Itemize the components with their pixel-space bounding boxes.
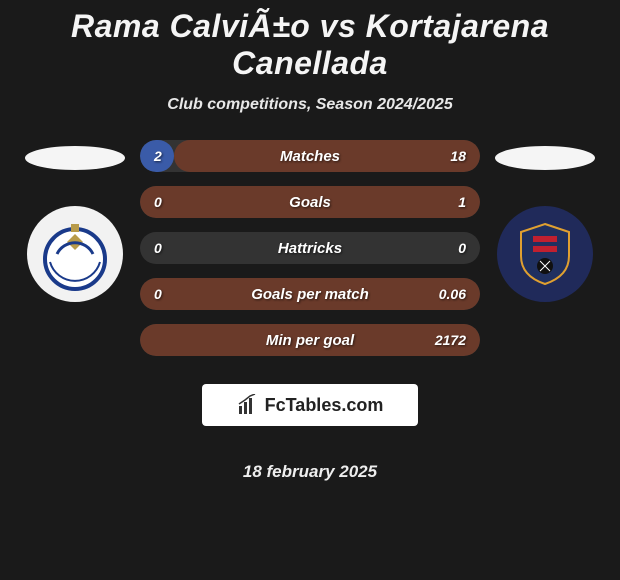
stat-value-left: 2 <box>154 148 162 164</box>
right-club-crest <box>497 206 593 302</box>
stats-column: 2 Matches 18 0 Goals 1 0 Hattricks 0 0 Goals per m… <box>130 140 490 482</box>
branding-text: FcTables.com <box>265 395 384 416</box>
stat-label: Hattricks <box>278 240 342 257</box>
stat-value-left: 0 <box>154 240 162 256</box>
right-flag-placeholder <box>495 146 595 170</box>
stat-label: Goals per match <box>251 286 369 303</box>
date-text: 18 february 2025 <box>243 462 377 482</box>
stat-value-left: 0 <box>154 286 162 302</box>
stat-label: Goals <box>289 194 331 211</box>
stat-label: Matches <box>280 148 340 165</box>
left-club-crest-svg <box>35 214 115 294</box>
stat-row: 0 Hattricks 0 <box>140 232 480 264</box>
left-club-crest <box>27 206 123 302</box>
left-side <box>20 140 130 302</box>
chart-icon <box>237 394 259 416</box>
branding-badge: FcTables.com <box>202 384 418 426</box>
page-title: Rama CalviÃ±o vs Kortajarena Canellada <box>0 8 620 82</box>
stat-row: Min per goal 2172 <box>140 324 480 356</box>
stat-value-left: 0 <box>154 194 162 210</box>
comparison-card: Rama CalviÃ±o vs Kortajarena Canellada C… <box>0 0 620 482</box>
right-side <box>490 140 600 302</box>
stat-row: 0 Goals 1 <box>140 186 480 218</box>
stat-value-right: 18 <box>450 148 466 164</box>
stat-label: Min per goal <box>266 332 354 349</box>
main-row: 2 Matches 18 0 Goals 1 0 Hattricks 0 0 Goals per m… <box>0 140 620 482</box>
stat-value-right: 0.06 <box>439 286 466 302</box>
right-club-crest-svg <box>509 218 581 290</box>
stat-value-right: 2172 <box>435 332 466 348</box>
stat-row: 2 Matches 18 <box>140 140 480 172</box>
stat-row: 0 Goals per match 0.06 <box>140 278 480 310</box>
subtitle: Club competitions, Season 2024/2025 <box>0 96 620 114</box>
stat-value-right: 1 <box>458 194 466 210</box>
left-flag-placeholder <box>25 146 125 170</box>
stat-value-right: 0 <box>458 240 466 256</box>
